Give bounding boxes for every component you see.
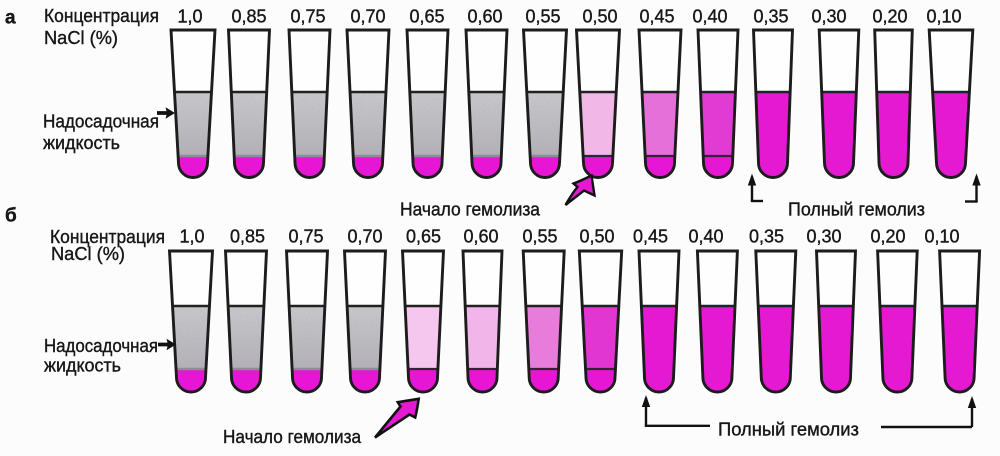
svg-text:0,30: 0,30 xyxy=(806,227,841,247)
svg-text:0,85: 0,85 xyxy=(231,7,266,27)
svg-text:0,55: 0,55 xyxy=(522,227,557,247)
svg-text:0,20: 0,20 xyxy=(872,7,907,27)
svg-text:0,45: 0,45 xyxy=(639,7,674,27)
svg-text:0,50: 0,50 xyxy=(582,7,617,27)
svg-text:0,20: 0,20 xyxy=(870,227,905,247)
svg-text:0,10: 0,10 xyxy=(926,7,961,27)
svg-text:1,0: 1,0 xyxy=(177,7,202,27)
svg-text:Надосадочная: Надосадочная xyxy=(43,112,159,132)
svg-text:NaCl (%): NaCl (%) xyxy=(51,244,125,264)
svg-text:0,10: 0,10 xyxy=(924,227,959,247)
svg-text:0,35: 0,35 xyxy=(753,7,788,27)
svg-text:0,40: 0,40 xyxy=(692,7,727,27)
svg-text:0,65: 0,65 xyxy=(409,7,444,27)
svg-text:0,60: 0,60 xyxy=(467,7,502,27)
svg-text:1,0: 1,0 xyxy=(179,227,204,247)
svg-text:0,75: 0,75 xyxy=(290,7,325,27)
svg-text:0,70: 0,70 xyxy=(347,227,382,247)
svg-text:0,35: 0,35 xyxy=(749,227,784,247)
svg-text:0,30: 0,30 xyxy=(811,7,846,27)
svg-text:жидкость: жидкость xyxy=(43,133,120,153)
svg-text:Надосадочная: Надосадочная xyxy=(44,336,158,356)
svg-text:Полный гемолиз: Полный гемолиз xyxy=(718,420,859,440)
svg-text:жидкость: жидкость xyxy=(44,356,121,376)
svg-text:0,85: 0,85 xyxy=(230,227,265,247)
svg-text:Концентрация: Концентрация xyxy=(44,6,159,26)
svg-text:0,45: 0,45 xyxy=(633,227,668,247)
svg-text:Концентрация: Концентрация xyxy=(50,227,165,247)
svg-text:0,55: 0,55 xyxy=(525,7,560,27)
svg-text:0,60: 0,60 xyxy=(463,227,498,247)
svg-text:0,50: 0,50 xyxy=(579,227,614,247)
svg-text:Полный гемолиз: Полный гемолиз xyxy=(788,200,925,220)
svg-text:0,65: 0,65 xyxy=(406,227,441,247)
svg-text:Начало гемолиза: Начало гемолиза xyxy=(400,200,541,220)
svg-text:а: а xyxy=(5,8,16,29)
svg-text:Начало гемолиза: Начало гемолиза xyxy=(223,427,362,447)
svg-text:0,70: 0,70 xyxy=(350,7,385,27)
svg-text:б: б xyxy=(5,206,17,227)
svg-text:0,75: 0,75 xyxy=(288,227,323,247)
svg-text:0,40: 0,40 xyxy=(688,227,723,247)
svg-text:NaCl (%): NaCl (%) xyxy=(44,28,118,48)
